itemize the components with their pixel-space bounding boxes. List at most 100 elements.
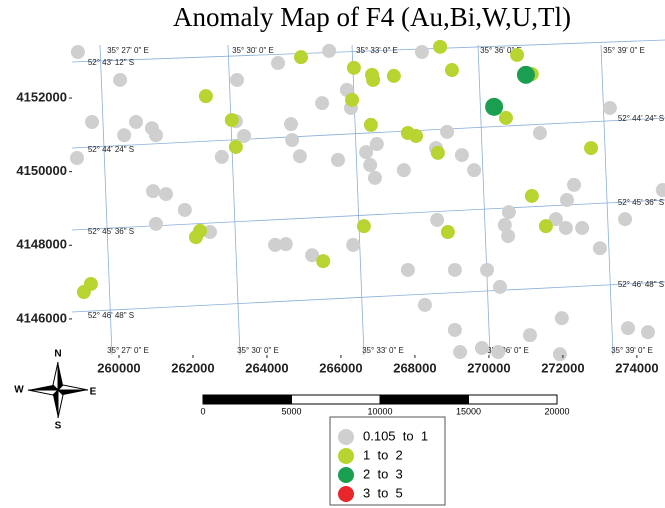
sample-point xyxy=(214,149,229,164)
sample-point xyxy=(474,341,489,356)
sample-point xyxy=(177,202,192,217)
sample-point xyxy=(602,100,617,115)
sample-point xyxy=(363,158,378,173)
sample-point xyxy=(548,212,563,227)
sample-point xyxy=(128,114,143,129)
sample-point xyxy=(322,43,337,58)
graticule-label: 35° 30' 0" E xyxy=(232,46,274,55)
sample-point xyxy=(345,92,360,107)
scale-segment xyxy=(379,394,469,405)
sample-point xyxy=(538,219,553,234)
sample-point xyxy=(367,170,382,185)
north-arrow: N S W E xyxy=(14,349,96,432)
sample-point xyxy=(292,149,307,164)
y-tick-label: 4150000 xyxy=(16,163,67,178)
sample-point xyxy=(148,216,163,231)
graticule-label: 52° 46' 48" S xyxy=(88,311,134,320)
sample-point xyxy=(271,56,286,71)
sample-point xyxy=(330,152,345,167)
sample-point xyxy=(158,187,173,202)
sample-point xyxy=(117,128,132,143)
parallel xyxy=(71,117,665,149)
graticule-label: 35° 30' 0" E xyxy=(237,346,279,355)
legend-swatch xyxy=(338,429,354,445)
graticule-label: 52° 44' 24" S xyxy=(618,114,664,123)
meridian xyxy=(600,44,614,356)
legend-label: 2 to 3 xyxy=(363,466,403,481)
legend-label: 1 to 2 xyxy=(363,447,403,462)
graticule-label: 52° 45' 36" S xyxy=(88,227,134,236)
sample-point xyxy=(369,137,384,152)
sample-point xyxy=(516,65,535,84)
meridian xyxy=(227,44,241,356)
sample-point xyxy=(146,184,161,199)
x-tick-label: 264000 xyxy=(245,360,288,375)
sample-point xyxy=(417,297,432,312)
sample-point xyxy=(552,347,567,362)
sample-point xyxy=(409,128,424,143)
sample-point xyxy=(346,237,361,252)
sample-point xyxy=(192,223,207,238)
sample-point xyxy=(268,237,283,252)
graticule-label: 52° 45' 36" S xyxy=(618,198,664,207)
meridian xyxy=(351,44,365,356)
sample-point xyxy=(386,68,401,83)
sample-point xyxy=(467,163,482,178)
sample-point xyxy=(497,218,512,233)
sample-point xyxy=(498,110,513,125)
compass-s: S xyxy=(55,421,62,432)
sample-point xyxy=(575,220,590,235)
sample-point xyxy=(396,163,411,178)
points xyxy=(69,39,665,362)
sample-point xyxy=(285,132,300,147)
legend: 0.105 to 1 1 to 2 2 to 3 3 to 5 xyxy=(338,428,428,502)
map-title: Anomaly Map of F4 (Au,Bi,W,U,Tl) xyxy=(173,2,571,32)
graticule-label: 52° 46' 48" S xyxy=(618,280,664,289)
scale-segment xyxy=(202,394,292,405)
sample-point xyxy=(315,96,330,111)
scale-label: 20000 xyxy=(544,406,569,416)
sample-point xyxy=(447,262,462,277)
x-tick-label: 268000 xyxy=(393,360,436,375)
sample-point xyxy=(522,328,537,343)
sample-point xyxy=(592,241,607,256)
graticule-labels: 35° 27' 0" E 35° 30' 0" E 35° 33' 0" E 35° … xyxy=(88,46,664,355)
sample-point xyxy=(83,276,98,291)
legend-swatch xyxy=(338,448,354,464)
sample-point xyxy=(400,262,415,277)
scale-segment xyxy=(291,394,381,405)
sample-point xyxy=(444,63,459,78)
graticule-label: 35° 33' 0" E xyxy=(356,46,398,55)
sample-point xyxy=(229,72,244,87)
sample-point xyxy=(655,183,665,198)
x-tick-label: 262000 xyxy=(171,360,214,375)
sample-point xyxy=(559,193,574,207)
graticule-label: 35° 36' 0" E xyxy=(487,346,529,355)
scale-label: 0 xyxy=(200,406,205,416)
sample-point xyxy=(113,72,128,87)
legend-swatch xyxy=(338,467,354,483)
sample-point xyxy=(69,151,84,166)
y-tick-label: 4152000 xyxy=(16,89,67,104)
graticule-label: 52° 44' 24" S xyxy=(88,145,134,154)
y-tick-label: 4146000 xyxy=(16,310,67,325)
sample-point xyxy=(278,237,293,252)
legend-label: 0.105 to 1 xyxy=(363,428,428,443)
y-tick-label: 4148000 xyxy=(16,237,67,252)
sample-point xyxy=(510,47,525,62)
sample-point xyxy=(237,128,252,143)
sample-point xyxy=(228,139,243,154)
sample-point xyxy=(283,117,298,132)
sample-point xyxy=(640,325,655,340)
sample-point xyxy=(532,125,547,140)
sample-point xyxy=(440,124,455,139)
legend-swatch xyxy=(338,486,354,502)
x-tick-label: 272000 xyxy=(541,360,584,375)
scale-label: 10000 xyxy=(367,406,392,416)
compass-e: E xyxy=(90,387,97,398)
sample-point xyxy=(414,44,429,59)
x-tick-label: 270000 xyxy=(467,360,510,375)
sample-point xyxy=(524,188,539,203)
graticule-label: 35° 27' 0" E xyxy=(107,46,149,55)
graticule-label: 35° 33' 0" E xyxy=(362,346,404,355)
